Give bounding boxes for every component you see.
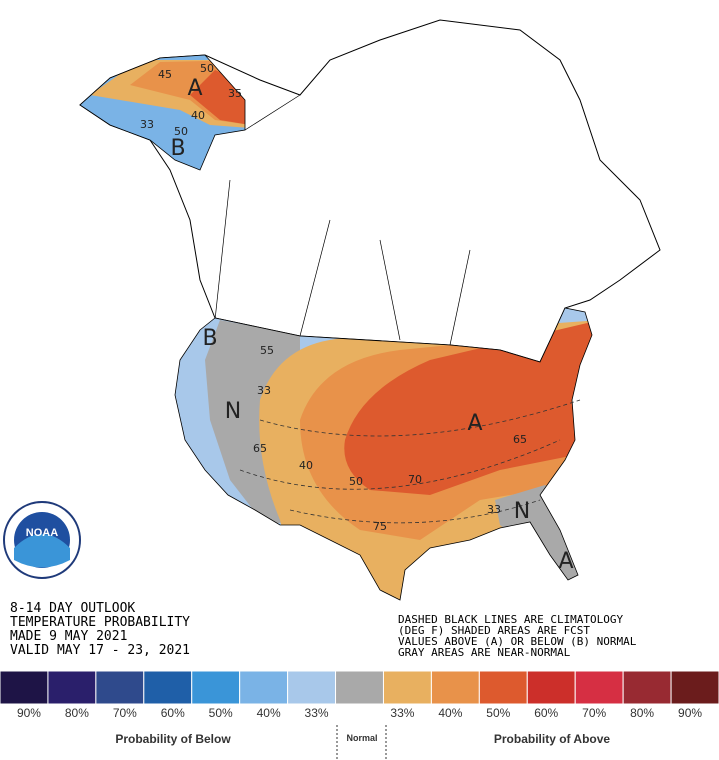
contour-label: 33 [140,118,154,131]
legend-label: 70% [113,706,137,720]
region-letter: A [558,549,573,574]
logo-wave [14,534,70,568]
contour-label: 45 [158,68,172,81]
legend-label: 70% [582,706,606,720]
borders [214,94,471,346]
legend-swatch [382,670,432,705]
contour-label: 50 [349,475,363,488]
legend-label: 50% [486,706,510,720]
legend-swatch [191,670,241,705]
title-line: VALID MAY 17 - 23, 2021 [10,643,190,658]
legend-label: 80% [630,706,654,720]
legend-label: 33% [305,706,329,720]
contour-label: 33 [487,503,501,516]
contour-label: 65 [513,433,527,446]
contour-label: 40 [191,109,205,122]
legend-swatch [335,670,384,705]
contour-label: 35 [228,87,242,100]
region-letter: N [514,499,530,524]
note-line: VALUES ABOVE (A) OR BELOW (B) NORMAL [398,635,637,648]
us-outline [174,307,593,601]
logo-text: NOAA [26,527,58,539]
legend-swatch [47,670,97,705]
legend-swatch [287,670,337,705]
legend-label: 80% [65,706,89,720]
legend-swatch [0,670,49,705]
contour-label: 33 [257,384,271,397]
contour-label: 50 [174,125,188,138]
legend-swatch [526,670,576,705]
legend-swatch [670,670,719,705]
contour-label: 40 [299,459,313,472]
contour-label: 55 [260,344,274,357]
normal-title: Normal [346,733,377,743]
title-line: MADE 9 MAY 2021 [10,629,127,644]
climatology-lines [239,399,581,524]
legend-label: 60% [161,706,185,720]
region-letter: A [187,76,202,101]
legend-label: 50% [209,706,233,720]
legend-swatch [95,670,145,705]
legend-label: 90% [17,706,41,720]
legend-swatch [430,670,480,705]
region-letter: A [467,411,482,436]
title-line: 8-14 DAY OUTLOOK [10,601,135,616]
title-line: TEMPERATURE PROBABILITY [10,615,190,630]
contour-label: 50 [200,62,214,75]
region-letter: B [202,326,217,351]
note-line: DASHED BLACK LINES ARE CLIMATOLOGY [398,613,624,626]
contour-label: 65 [253,442,267,455]
contour-label: 75 [373,520,387,533]
legend-label: 60% [534,706,558,720]
legend-swatch [239,670,289,705]
region-letter: N [225,399,241,424]
legend-label: 40% [438,706,462,720]
note-line: GRAY AREAS ARE NEAR-NORMAL [398,646,571,659]
legend-label: 90% [678,706,702,720]
above-title: Probability of Above [494,732,611,746]
legend-swatch [574,670,624,705]
below-title: Probability of Below [115,732,231,746]
legend-swatch [622,670,672,705]
note-line: (DEG F) SHADED AREAS ARE FCST [398,624,590,637]
legend-label: 40% [257,706,281,720]
contour-label: 70 [408,473,422,486]
legend-label: 33% [390,706,414,720]
alaska-outline [79,54,246,171]
region-letter: B [170,136,185,161]
legend-swatch [143,670,193,705]
legend-swatch [478,670,528,705]
